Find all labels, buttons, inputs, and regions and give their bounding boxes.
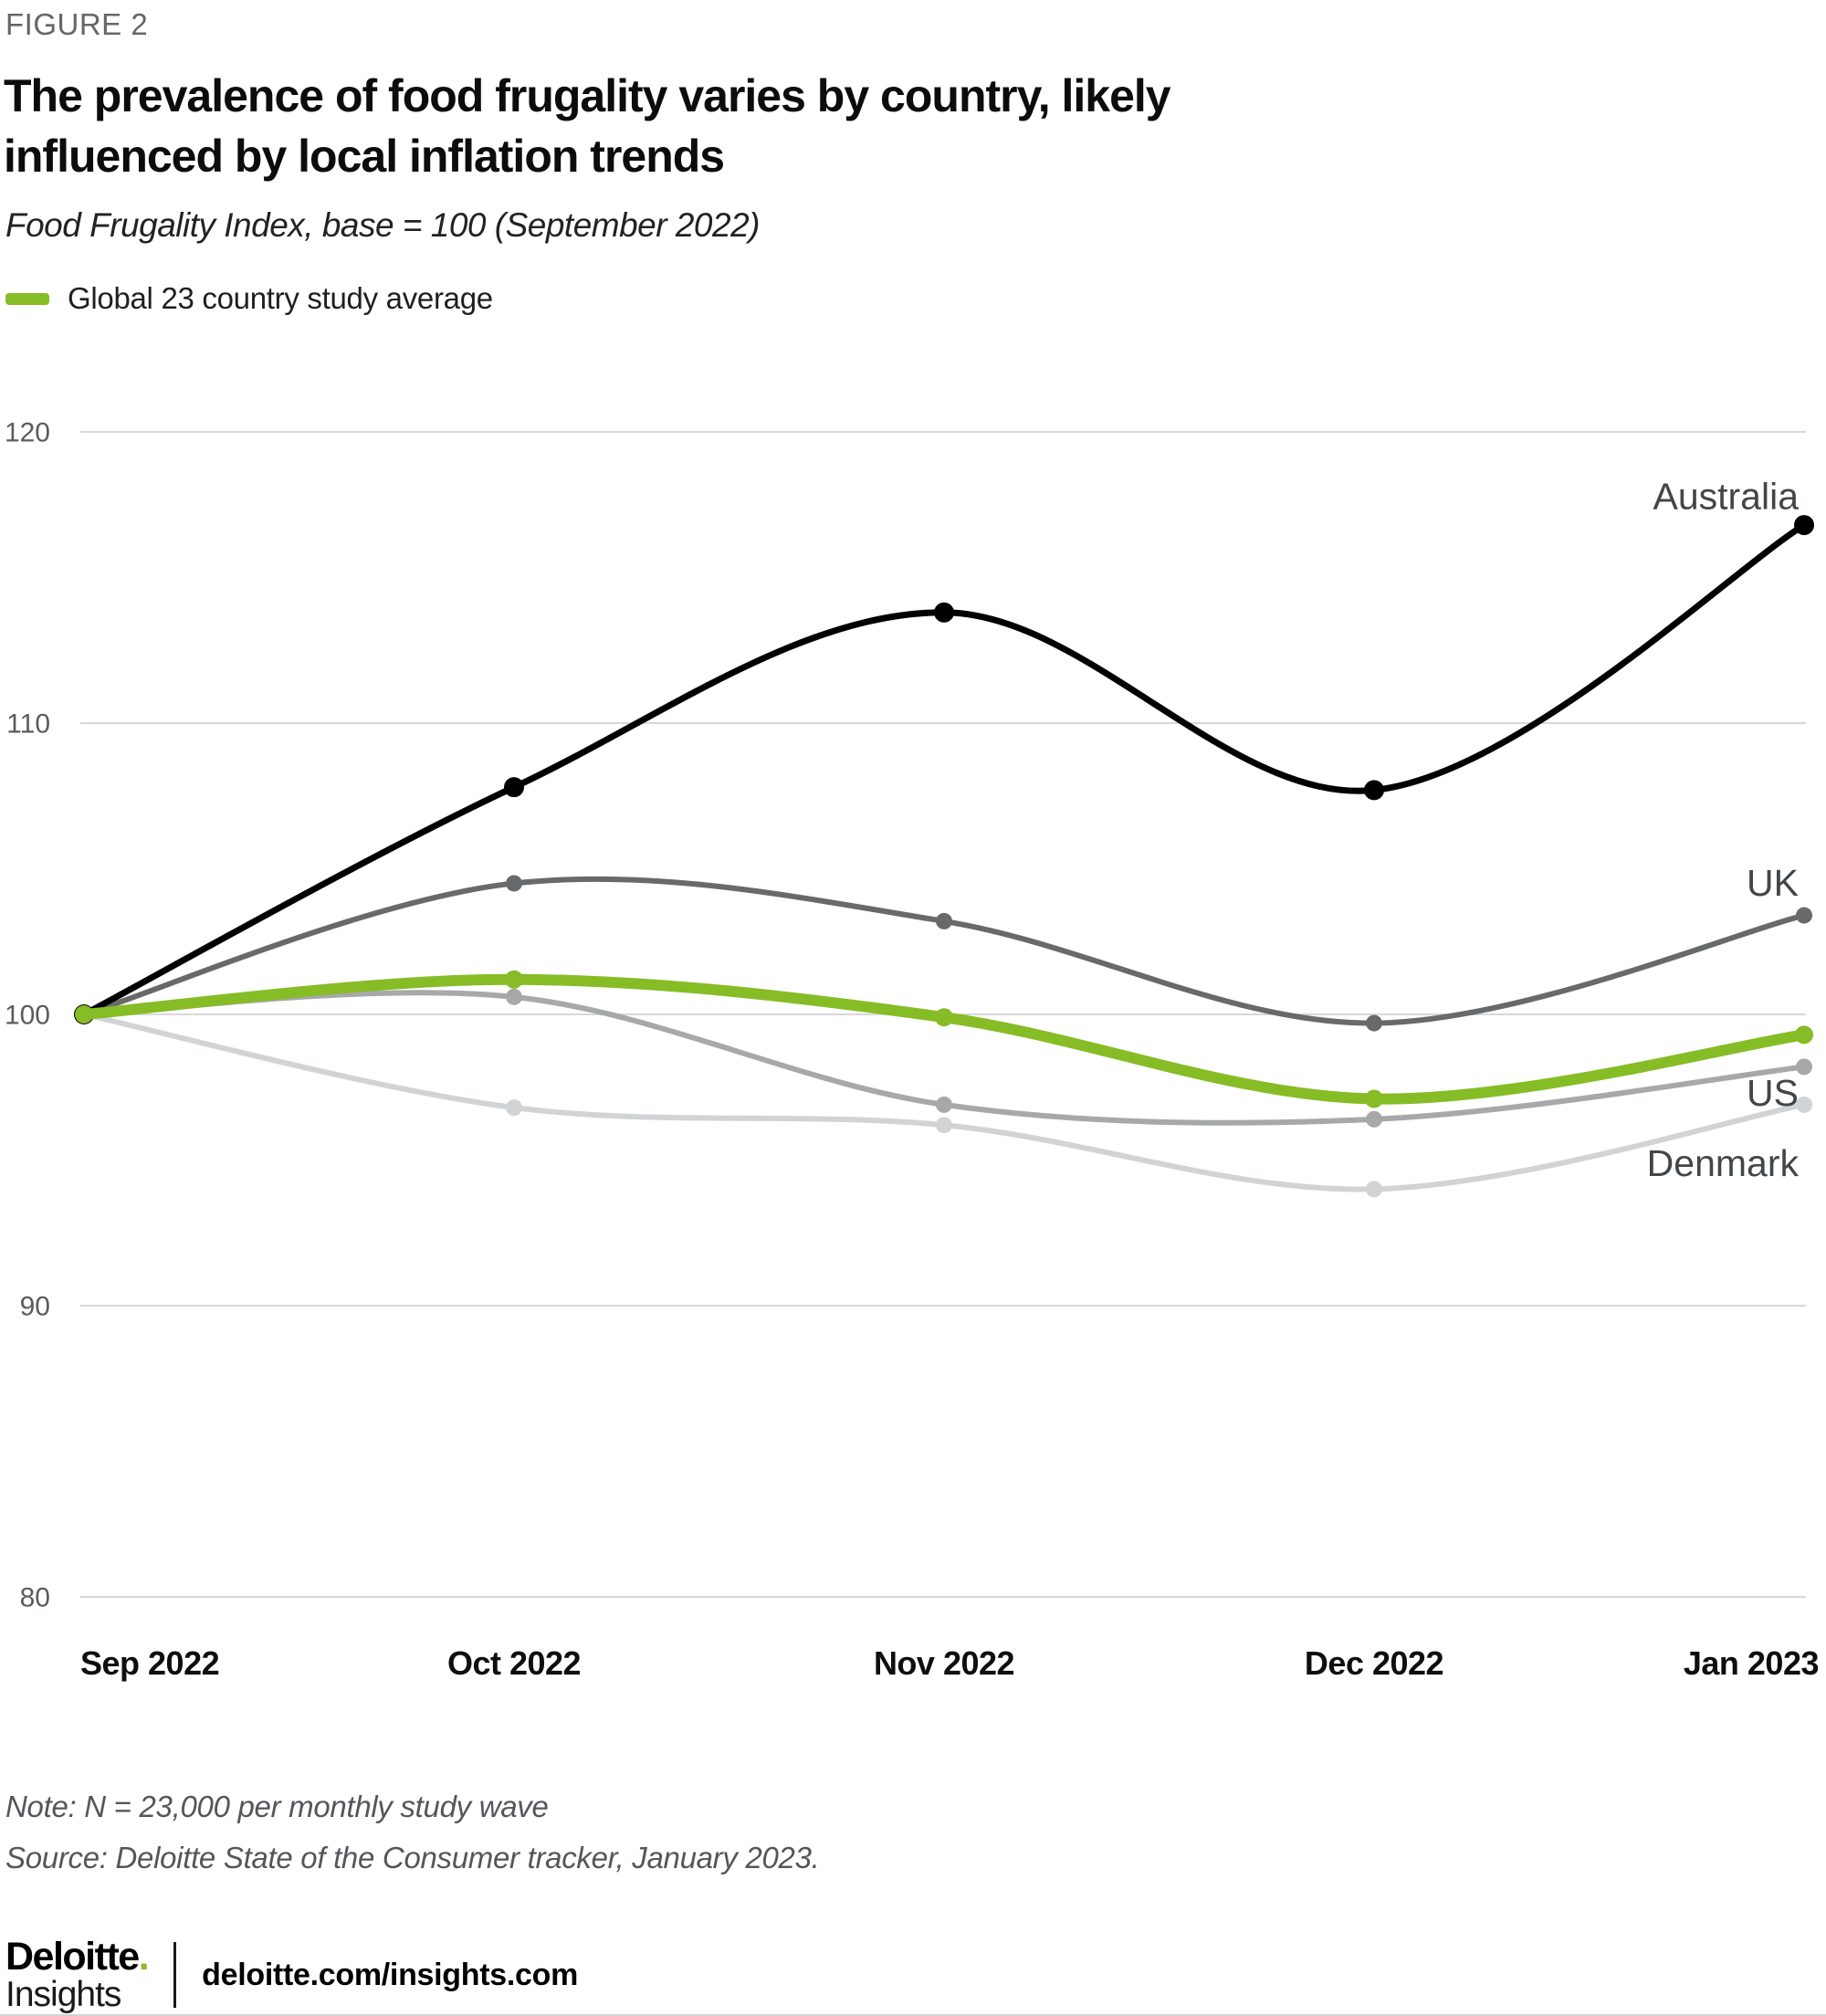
chart-source: Source: Deloitte State of the Consumer t… [5,1841,820,1874]
series-line-australia [80,521,1808,1018]
deloitte-wordmark: Deloitte. [5,1935,150,1979]
insights-url[interactable]: deloitte.com/insights.com [202,1957,579,1992]
chart-legend: Global 23 country study average [5,281,493,316]
y-tick-label-110: 110 [6,709,50,740]
insights-wordmark: Insights [5,1975,121,2014]
data-point-denmark-4 [1796,1096,1812,1113]
series-end-label-denmark: Denmark [1647,1142,1800,1184]
deloitte-wordmark-text: Deloitte [5,1935,140,1979]
data-point-global-23-country-study-average-1 [505,970,523,989]
data-point-uk-1 [506,875,522,892]
y-tick-label-100: 100 [5,1001,50,1031]
data-point-uk-2 [936,912,952,929]
data-point-global-23-country-study-average-4 [1795,1025,1813,1045]
line-chart: 120 110 100 90 80 Sep 2022 Oct 2022 Nov 2022 Dec… [5,418,1820,1683]
page-bottom-border [0,2014,1826,2016]
data-point-uk-3 [1366,1014,1382,1032]
data-point-denmark-1 [506,1099,522,1117]
data-point-global-23-country-study-average-0 [75,1005,93,1024]
series-end-label-us: US [1747,1072,1799,1114]
legend-swatch [5,292,49,305]
data-point-us-2 [936,1096,952,1113]
x-tick-label-dec-2022: Dec 2022 [1305,1644,1443,1682]
chart-note: Note: N = 23,000 per monthly study wave [5,1790,549,1823]
data-point-denmark-3 [1366,1181,1382,1198]
data-point-australia-2 [934,602,954,623]
page-title-line2: influenced by local inflation trends [4,131,725,182]
x-tick-label-oct-2022: Oct 2022 [447,1644,581,1682]
data-point-uk-4 [1796,907,1812,924]
footer-divider [173,1942,177,2008]
legend-label: Global 23 country study average [68,281,493,315]
data-point-global-23-country-study-average-3 [1365,1089,1383,1108]
deloitte-green-dot: . [138,1935,150,1979]
x-tick-label-nov-2022: Nov 2022 [874,1644,1014,1682]
y-tick-label-90: 90 [20,1292,50,1322]
data-point-global-23-country-study-average-2 [935,1008,953,1027]
y-tick-label-80: 80 [20,1583,50,1613]
page-title-line1: The prevalence of food frugality varies … [4,70,1171,121]
chart-subtitle: Food Frugality Index, base = 100 (Septem… [5,206,760,244]
series-end-label-australia: Australia [1653,475,1799,517]
x-tick-label-jan-2023: Jan 2023 [1684,1644,1819,1682]
data-point-australia-3 [1364,780,1384,801]
y-tick-label-120: 120 [5,418,50,448]
data-point-denmark-2 [936,1117,952,1134]
x-tick-label-sep-2022: Sep 2022 [80,1644,219,1682]
deloitte-insights-logo: Deloitte. Insights [5,1935,150,2014]
data-point-us-4 [1796,1058,1812,1076]
figure-number: FIGURE 2 [5,7,149,41]
series-line-uk [81,876,1807,1026]
series-end-label-uk: UK [1747,862,1799,904]
data-point-us-1 [506,988,522,1005]
data-point-australia-4 [1794,515,1814,536]
data-point-australia-1 [504,777,524,798]
page-title: The prevalence of food frugality varies … [4,66,1171,186]
footer: Deloitte. Insights deloitte.com/insights… [5,1936,578,2014]
data-point-us-3 [1366,1110,1382,1128]
